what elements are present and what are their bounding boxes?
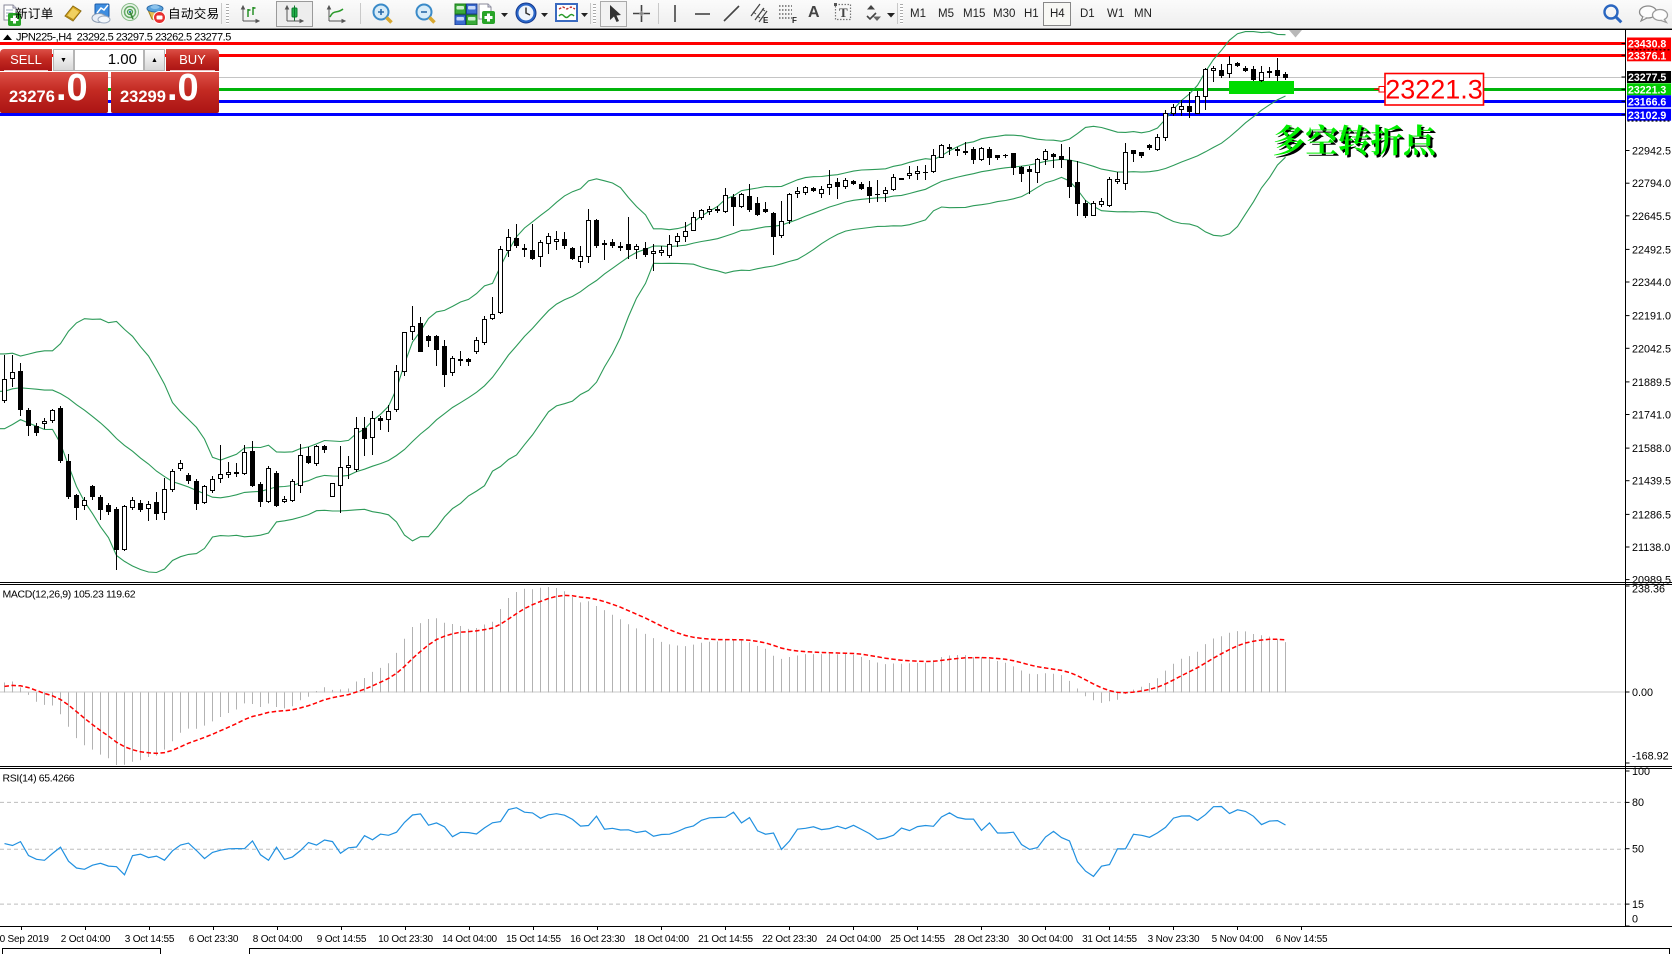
svg-text:21889.5: 21889.5 — [1632, 377, 1671, 389]
svg-text:23221.3: 23221.3 — [1628, 85, 1666, 97]
svg-text:22344.0: 22344.0 — [1632, 277, 1671, 289]
svg-text:3 Nov 23:30: 3 Nov 23:30 — [1148, 934, 1200, 945]
svg-text:23102.9: 23102.9 — [1628, 110, 1666, 122]
svg-text:16 Oct 23:30: 16 Oct 23:30 — [570, 934, 625, 945]
svg-text:80: 80 — [1632, 797, 1644, 809]
svg-text:6 Nov 14:55: 6 Nov 14:55 — [1276, 934, 1328, 945]
svg-text:22794.0: 22794.0 — [1632, 178, 1671, 190]
svg-text:238.36: 238.36 — [1632, 584, 1665, 596]
svg-text:30 Sep 2019: 30 Sep 2019 — [0, 934, 49, 945]
svg-text:21138.0: 21138.0 — [1632, 542, 1670, 554]
svg-text:28 Oct 23:30: 28 Oct 23:30 — [954, 934, 1009, 945]
svg-text:18 Oct 04:00: 18 Oct 04:00 — [634, 934, 689, 945]
svg-text:F: F — [792, 16, 797, 25]
svg-text:21588.0: 21588.0 — [1632, 443, 1671, 455]
svg-text:5 Nov 04:00: 5 Nov 04:00 — [1212, 934, 1264, 945]
svg-text:21286.5: 21286.5 — [1632, 509, 1671, 521]
svg-text:10 Oct 23:30: 10 Oct 23:30 — [378, 934, 433, 945]
svg-text:T: T — [839, 5, 848, 20]
svg-text:0: 0 — [1632, 914, 1638, 926]
svg-text:100: 100 — [1632, 766, 1650, 778]
svg-text:21 Oct 14:55: 21 Oct 14:55 — [698, 934, 753, 945]
svg-text:21741.0: 21741.0 — [1632, 410, 1671, 422]
svg-text:3 Oct 14:55: 3 Oct 14:55 — [125, 934, 175, 945]
svg-text:RSI(14) 65.4266: RSI(14) 65.4266 — [3, 773, 75, 785]
svg-text:MACD(12,26,9) 105.23 119.62: MACD(12,26,9) 105.23 119.62 — [3, 589, 136, 601]
svg-text:23277.5: 23277.5 — [1628, 72, 1666, 84]
svg-text:22492.5: 22492.5 — [1632, 244, 1671, 256]
svg-text:15: 15 — [1632, 899, 1644, 911]
svg-text:22042.5: 22042.5 — [1632, 343, 1671, 355]
svg-text:9 Oct 14:55: 9 Oct 14:55 — [317, 934, 367, 945]
svg-text:22191.0: 22191.0 — [1632, 311, 1671, 323]
svg-text:20989.5: 20989.5 — [1632, 575, 1671, 587]
svg-text:0.00: 0.00 — [1632, 687, 1653, 699]
svg-text:JPN225-,H4 23292.5 23297.5 23: JPN225-,H4 23292.5 23297.5 23262.5 23277… — [16, 32, 231, 44]
svg-text:2 Oct 04:00: 2 Oct 04:00 — [61, 934, 111, 945]
svg-text:24 Oct 04:00: 24 Oct 04:00 — [826, 934, 881, 945]
svg-text:25 Oct 14:55: 25 Oct 14:55 — [890, 934, 945, 945]
svg-text:30 Oct 04:00: 30 Oct 04:00 — [1018, 934, 1073, 945]
svg-text:22 Oct 23:30: 22 Oct 23:30 — [762, 934, 817, 945]
svg-text:-168.92: -168.92 — [1632, 751, 1669, 763]
svg-text:23166.6: 23166.6 — [1628, 97, 1666, 109]
svg-text:E: E — [763, 16, 769, 25]
svg-text:14 Oct 04:00: 14 Oct 04:00 — [442, 934, 497, 945]
svg-text:21439.5: 21439.5 — [1632, 476, 1671, 488]
svg-text:22942.5: 22942.5 — [1632, 146, 1671, 158]
svg-text:6 Oct 23:30: 6 Oct 23:30 — [189, 934, 239, 945]
svg-text:15 Oct 14:55: 15 Oct 14:55 — [506, 934, 561, 945]
svg-text:22645.5: 22645.5 — [1632, 211, 1671, 223]
svg-text:23376.1: 23376.1 — [1628, 51, 1666, 63]
svg-text:31 Oct 14:55: 31 Oct 14:55 — [1082, 934, 1137, 945]
svg-text:8 Oct 04:00: 8 Oct 04:00 — [253, 934, 303, 945]
svg-text:23430.8: 23430.8 — [1628, 39, 1666, 51]
svg-text:50: 50 — [1632, 844, 1644, 856]
svg-text:23221.3: 23221.3 — [1385, 75, 1483, 105]
